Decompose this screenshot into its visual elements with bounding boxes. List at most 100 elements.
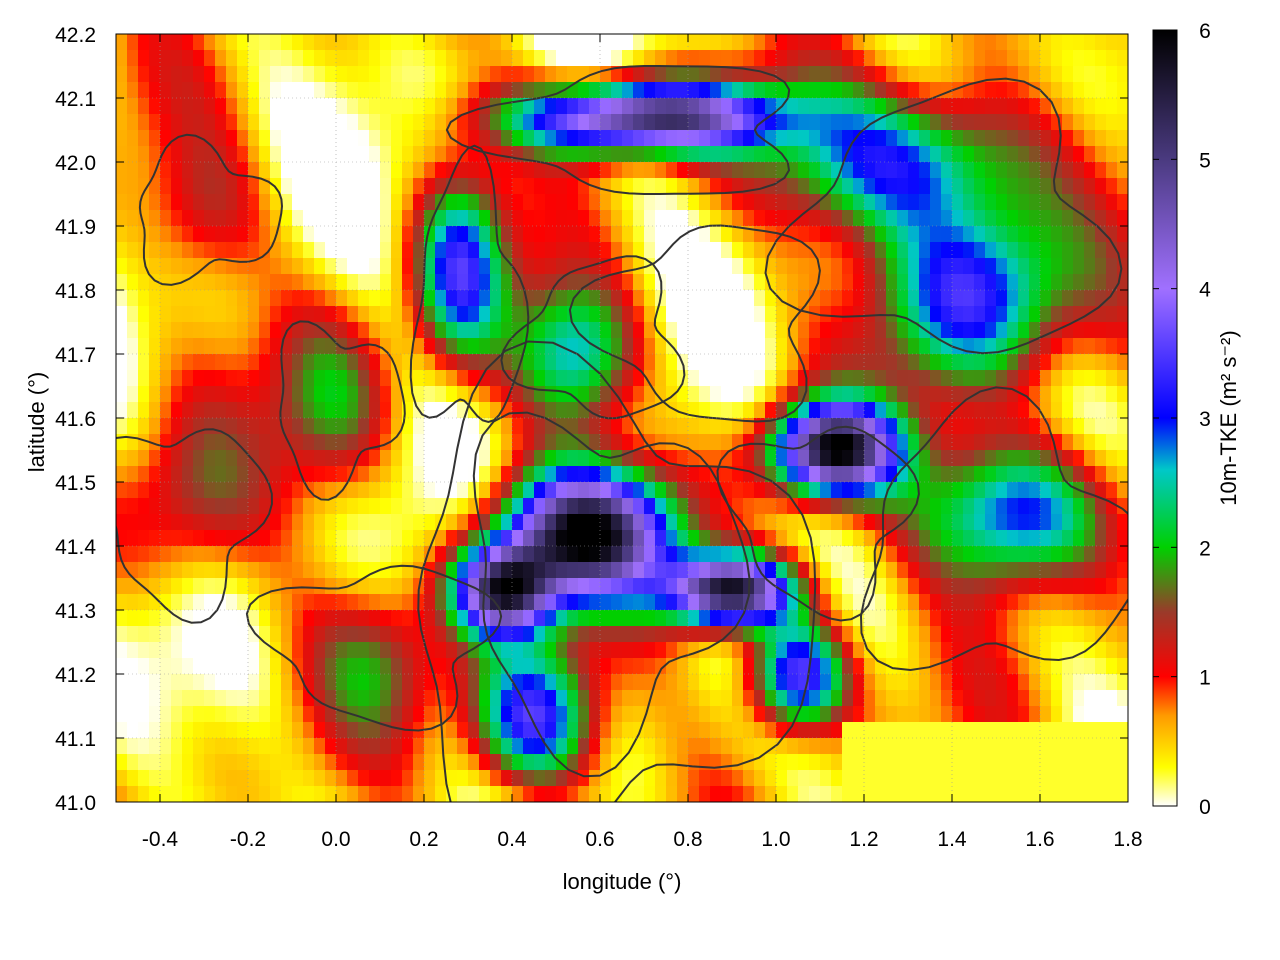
tke-cell (138, 530, 150, 547)
tke-cell (1051, 194, 1063, 211)
tke-cell (512, 658, 524, 675)
tke-cell (578, 274, 590, 291)
tke-cell (138, 178, 150, 195)
tke-cell (1095, 146, 1107, 163)
tke-cell (1040, 242, 1052, 259)
tke-cell (831, 370, 843, 387)
tke-cell (908, 338, 920, 355)
tke-cell (677, 674, 689, 691)
tke-cell (930, 610, 942, 627)
tke-cell (974, 610, 986, 627)
tke-cell (600, 738, 612, 755)
tke-cell (974, 658, 986, 675)
tke-cell (765, 194, 777, 211)
tke-cell (149, 354, 161, 371)
tke-cell (831, 594, 843, 611)
tke-cell (182, 658, 194, 675)
tke-cell (358, 370, 370, 387)
tke-cell (468, 642, 480, 659)
tke-cell (248, 690, 260, 707)
tke-cell (116, 114, 128, 131)
tke-cell (699, 66, 711, 83)
tke-cell (556, 178, 568, 195)
contour-line (138, 133, 284, 286)
tke-cell (666, 418, 678, 435)
tke-cell (930, 130, 942, 147)
tke-cell (1018, 738, 1030, 755)
tke-cell (677, 546, 689, 563)
tke-cell (622, 178, 634, 195)
tke-cell (1007, 354, 1019, 371)
tke-cell (292, 418, 304, 435)
tke-cell (908, 274, 920, 291)
tke-cell (908, 66, 920, 83)
tke-cell (897, 642, 909, 659)
tke-cell (160, 706, 172, 723)
tke-cell (743, 722, 755, 739)
tke-cell (842, 290, 854, 307)
colorbar-tick-label: 5 (1199, 149, 1211, 172)
tke-cell (578, 82, 590, 99)
tke-cell (171, 594, 183, 611)
tke-cell (820, 658, 832, 675)
tke-cell (622, 658, 634, 675)
tke-cell (116, 658, 128, 675)
tke-cell (567, 34, 579, 51)
tke-cell (809, 402, 821, 419)
tke-cell (831, 578, 843, 595)
tke-cell (226, 546, 238, 563)
tke-cell (446, 258, 458, 275)
tke-cell (281, 34, 293, 51)
tke-cell (809, 658, 821, 675)
tke-cell (567, 66, 579, 83)
tke-cell (1007, 114, 1019, 131)
tke-cell (446, 626, 458, 643)
tke-cell (380, 370, 392, 387)
tke-cell (908, 770, 920, 787)
tke-cell (677, 786, 689, 802)
tke-cell (534, 50, 546, 67)
tke-cell (545, 642, 557, 659)
tke-cell (534, 546, 546, 563)
tke-cell (842, 242, 854, 259)
tke-cell (545, 706, 557, 723)
tke-cell (820, 178, 832, 195)
tke-cell (314, 50, 326, 67)
tke-cell (743, 274, 755, 291)
tke-cell (468, 226, 480, 243)
tke-cell (391, 194, 403, 211)
tke-cell (347, 130, 359, 147)
tke-cell (160, 786, 172, 802)
tke-cell (204, 498, 216, 515)
tke-cell (985, 514, 997, 531)
tke-cell (754, 450, 766, 467)
tke-cell (743, 162, 755, 179)
tke-cell (1073, 690, 1085, 707)
tke-cell (193, 674, 205, 691)
tke-cell (468, 290, 480, 307)
tke-cell (512, 530, 524, 547)
tke-cell (402, 322, 414, 339)
tke-cell (787, 466, 799, 483)
tke-cell (336, 690, 348, 707)
tke-cell (677, 130, 689, 147)
tke-cell (787, 706, 799, 723)
tke-cell (512, 738, 524, 755)
tke-cell (435, 82, 447, 99)
tke-cell (875, 130, 887, 147)
tke-cell (688, 370, 700, 387)
tke-cell (776, 306, 788, 323)
tke-cell (721, 98, 733, 115)
tke-cell (193, 66, 205, 83)
tke-cell (149, 706, 161, 723)
tke-cell (1073, 370, 1085, 387)
tke-cell (853, 162, 865, 179)
tke-cell (391, 34, 403, 51)
tke-cell (149, 274, 161, 291)
tke-cell (523, 98, 535, 115)
tke-cell (490, 674, 502, 691)
tke-cell (182, 450, 194, 467)
tke-cell (424, 258, 436, 275)
tke-cell (1051, 706, 1063, 723)
tke-cell (589, 738, 601, 755)
